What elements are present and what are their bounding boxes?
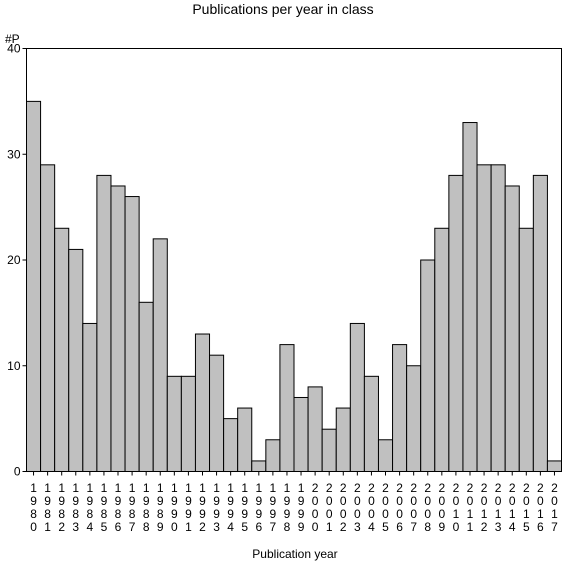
bar-1988	[138, 301, 154, 472]
bar-2008	[420, 259, 436, 472]
bar-1987	[124, 196, 140, 473]
x-axis: 1 9 8 0 1 9 8 1 1 9 8 2 1 9 8 3 1 9 8 4 1 9 8 5 1 9 8 6 1 9 8 7 1 9 8 8 1 9 8 9…	[30, 471, 558, 534]
bar-2012	[476, 164, 492, 472]
y-tick-label: 0	[14, 465, 21, 479]
bar-1983	[68, 248, 84, 472]
bar-2017	[546, 460, 562, 472]
y-axis: 0 10 20 30 40	[7, 42, 27, 479]
y-tick-label: 30	[7, 147, 21, 161]
bar-1994	[223, 418, 239, 473]
bar-1989	[152, 238, 168, 472]
y-tick-label: 40	[7, 42, 21, 56]
bar-1984	[82, 322, 98, 473]
bar-1992	[194, 333, 211, 472]
plot-frame	[26, 48, 562, 472]
bar-1980	[26, 100, 42, 473]
bar-2002	[335, 407, 351, 472]
chart-title: Publications per year in class	[192, 1, 373, 17]
y-tick-label: 10	[7, 359, 21, 373]
bar-2016	[532, 174, 548, 472]
bar-2001	[321, 428, 337, 473]
x-axis-label: Publication year	[252, 547, 337, 561]
bar-2010	[448, 174, 464, 472]
bar-1999	[293, 396, 309, 473]
bar-1982	[54, 227, 70, 472]
bar-1985	[96, 174, 112, 472]
bar-2003	[349, 322, 365, 473]
bar-2011	[462, 122, 478, 472]
bar-1998	[279, 344, 295, 473]
bar-1997	[265, 439, 281, 472]
bar-2013	[490, 164, 506, 472]
bars	[26, 100, 562, 473]
bar-1990	[166, 375, 182, 473]
bar-1986	[110, 185, 126, 472]
bar-1981	[40, 164, 56, 472]
bar-1995	[237, 407, 253, 472]
bar-2005	[377, 439, 394, 472]
bar-2015	[518, 227, 534, 472]
bar-2004	[363, 375, 379, 473]
bar-2006	[392, 344, 408, 473]
bar-1991	[180, 375, 196, 473]
bar-2014	[504, 185, 520, 472]
y-axis-label: #P	[5, 32, 20, 46]
bar-2000	[307, 386, 323, 472]
bar-2009	[434, 227, 450, 472]
y-tick-label: 20	[7, 253, 21, 267]
bar-1993	[209, 354, 225, 472]
bar-2007	[406, 365, 422, 472]
bar-1996	[251, 460, 267, 472]
